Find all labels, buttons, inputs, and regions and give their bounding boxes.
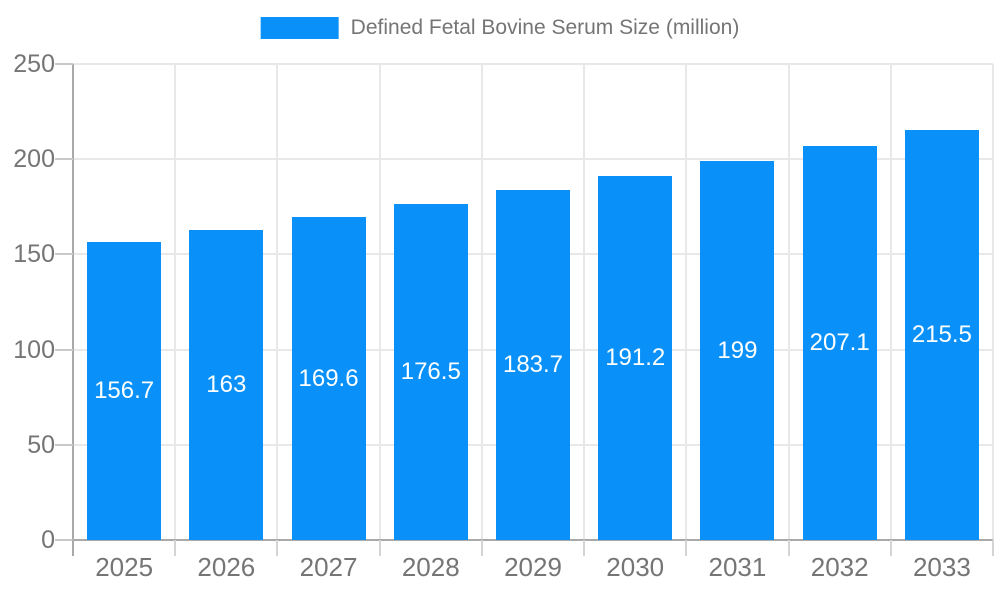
bar-value-label: 176.5 [400, 357, 461, 385]
v-gridline [583, 64, 586, 540]
x-tick-label: 2029 [504, 552, 562, 582]
plot-area: 156.7 163 169.6 176.5 183.7 191.2 199 207.1 215.… [55, 63, 994, 556]
x-tick-mark [276, 540, 279, 556]
bar-value-label: 215.5 [911, 320, 972, 348]
x-tick-mark [992, 540, 994, 556]
bar-2029[interactable]: 183.7 [496, 190, 570, 540]
v-gridline [276, 64, 279, 540]
bar-2031[interactable]: 199 [700, 161, 775, 540]
x-tick-mark [889, 540, 892, 556]
bar-value-label: 156.7 [94, 376, 155, 404]
bar-value-label: 199 [717, 336, 758, 364]
x-tick-label: 2033 [912, 552, 971, 582]
v-gridline [889, 64, 892, 540]
y-tick-mark [55, 253, 73, 256]
bar-value-label: 191.2 [605, 343, 666, 371]
x-tick-label: 2027 [299, 552, 358, 582]
y-axis-line [72, 64, 74, 540]
h-gridline [73, 63, 993, 65]
x-tick-mark [72, 540, 74, 556]
x-axis-line [72, 539, 993, 541]
y-tick-label: 200 [13, 145, 55, 174]
x-tick-label: 2025 [95, 552, 154, 582]
x-tick-label: 2026 [197, 552, 256, 582]
legend-swatch [260, 17, 339, 39]
v-gridline [685, 64, 688, 540]
y-tick-label: 250 [13, 50, 55, 78]
bar-value-label: 183.7 [502, 351, 564, 379]
v-gridline [787, 64, 790, 540]
y-tick-label: 150 [13, 240, 55, 269]
x-tick-label: 2028 [401, 552, 460, 582]
y-tick-mark [55, 158, 73, 161]
bar-value-label: 207.1 [809, 328, 870, 356]
x-tick-label: 2032 [810, 552, 869, 582]
bar-2026[interactable]: 163 [189, 229, 264, 540]
bar-2032[interactable]: 207.1 [802, 145, 877, 540]
y-tick-mark [55, 443, 73, 446]
bar-2030[interactable]: 191.2 [598, 175, 673, 540]
x-tick-mark [480, 540, 483, 556]
bar-2028[interactable]: 176.5 [393, 203, 468, 540]
bar-2033[interactable]: 215.5 [904, 129, 979, 540]
legend-item[interactable]: Defined Fetal Bovine Serum Size (million… [260, 16, 740, 40]
x-tick-mark [583, 540, 586, 556]
bar-value-label: 163 [206, 370, 247, 398]
x-tick-mark [787, 540, 790, 556]
x-tick-mark [174, 540, 177, 556]
v-gridline [992, 64, 994, 540]
y-tick-label: 50 [27, 430, 55, 459]
y-tick-label: 0 [41, 526, 55, 554]
bar-2027[interactable]: 169.6 [291, 217, 366, 540]
x-tick-mark [685, 540, 688, 556]
y-tick-mark [55, 348, 73, 351]
h-gridline [73, 158, 993, 161]
bar-value-label: 169.6 [298, 364, 359, 392]
v-gridline [174, 64, 177, 540]
x-tick-mark [378, 540, 381, 556]
y-tick-mark [55, 63, 73, 65]
legend-label: Defined Fetal Bovine Serum Size (million… [350, 16, 740, 39]
v-gridline [378, 64, 381, 540]
v-gridline [480, 64, 483, 540]
x-tick-label: 2031 [708, 552, 767, 582]
x-tick-label: 2030 [606, 552, 665, 582]
bar-2025[interactable]: 156.7 [87, 241, 162, 540]
y-tick-label: 100 [13, 335, 55, 364]
y-tick-mark [55, 539, 73, 541]
